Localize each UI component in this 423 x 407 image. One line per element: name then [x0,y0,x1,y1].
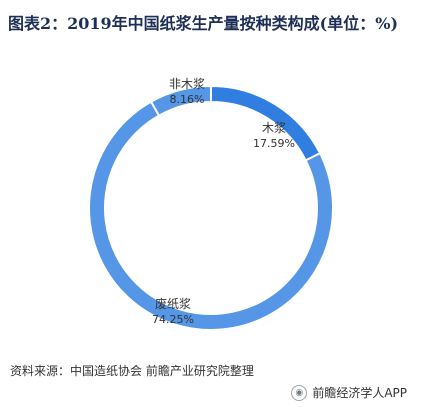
slice-label-0: 木浆 [262,120,286,135]
slice-value-label-2: 8.16% [170,93,205,106]
brand-text: 前瞻经济学人APP [312,386,407,400]
slice-label-2: 非木浆 [169,76,205,91]
donut-chart-svg: 木浆 17.59% 废纸浆 74.25% 非木浆 8.16% [88,76,334,331]
slice-2 [149,84,212,117]
eye-logo-icon: ◉ [291,384,308,401]
slice-value-label-0: 17.59% [253,137,295,150]
slice-value-label-1: 74.25% [152,313,194,326]
donut-chart: 木浆 17.59% 废纸浆 74.25% 非木浆 8.16% [0,40,423,360]
slice-label-1: 废纸浆 [155,296,191,311]
chart-title: 图表2：2019年中国纸浆生产量按种类构成(单位：%) [8,14,399,33]
brand-watermark: ◉ 前瞻经济学人APP [291,384,407,401]
source-note: 资料来源：中国造纸协会 前瞻产业研究院整理 [10,364,254,378]
